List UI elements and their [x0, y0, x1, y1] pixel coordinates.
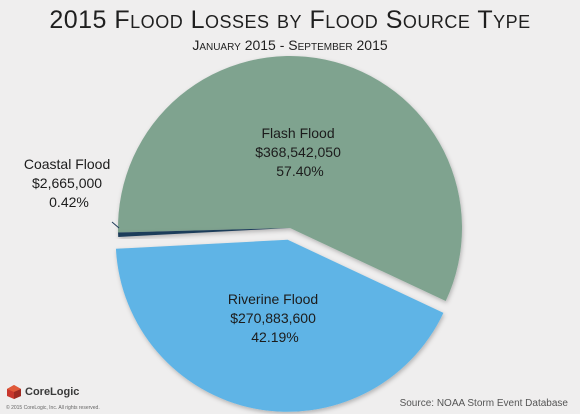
chart-subtitle: January 2015 - September 2015 — [192, 37, 388, 53]
source-text: Source: NOAA Storm Event Database — [399, 398, 568, 409]
slice-label-coastal-flood-percent: 0.42% — [49, 194, 89, 210]
slice-label-coastal-flood-name: Coastal Flood — [24, 156, 110, 172]
pie-slice-flash-flood — [118, 56, 463, 302]
pie-slice-coastal-flood — [118, 228, 291, 237]
corelogic-logo-icon — [7, 385, 21, 399]
slice-label-riverine-flood-name: Riverine Flood — [228, 291, 318, 307]
svg-text:Flash Flood $368,542,050: Flash Flood $368,542,050 57.40% — [255, 125, 345, 179]
svg-text:Coastal Flood $2,665,000: Coastal Flood $2,665,000 0.42% — [24, 156, 114, 210]
copyright-text: © 2015 CoreLogic, Inc. All rights reserv… — [6, 405, 100, 411]
slice-label-riverine-flood-value: $270,883,600 — [230, 310, 316, 326]
brand-name: CoreLogic — [25, 386, 80, 398]
slice-label-flash-flood-value: $368,542,050 — [255, 144, 341, 160]
slice-label-riverine-flood-percent: 42.19% — [251, 329, 298, 345]
pie-slice-riverine-flood — [115, 239, 444, 412]
chart-title: 2015 Flood Losses by Flood Source Type — [49, 6, 531, 34]
slice-label-flash-flood-name: Flash Flood — [261, 125, 334, 141]
slice-label-flash-flood-percent: 57.40% — [276, 163, 323, 179]
corelogic-logo: CoreLogic — [6, 384, 79, 400]
svg-text:Riverine Flood $270,883,60: Riverine Flood $270,883,600 42.19% — [228, 291, 322, 345]
coastal-flood-leader-line — [111, 221, 120, 229]
slice-label-coastal-flood-value: $2,665,000 — [32, 175, 102, 191]
